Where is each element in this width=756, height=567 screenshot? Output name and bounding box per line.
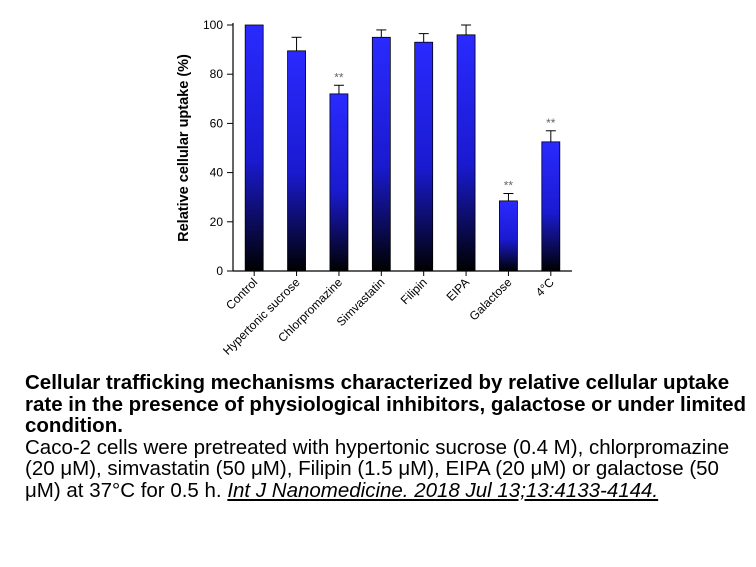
caption-title: Cellular trafficking mechanisms characte… <box>25 371 747 437</box>
x-tick-label: Filipin <box>398 275 430 307</box>
x-tick-label: Control <box>223 275 260 312</box>
y-ticks-group: 0 20 40 60 80 100 <box>203 18 233 278</box>
significance-marker: ** <box>334 70 344 84</box>
y-axis-label: Relative cellular uptake (%) <box>176 54 192 242</box>
bar <box>541 141 561 272</box>
bar <box>371 36 391 272</box>
significance-marker: ** <box>504 179 514 193</box>
y-tick-label: 40 <box>210 166 224 180</box>
y-tick-label: 60 <box>210 116 224 130</box>
x-tick-label: Hypertonic sucrose <box>220 275 303 358</box>
axes <box>232 23 572 272</box>
x-tick-label: Galactose <box>466 275 514 323</box>
y-tick-label: 20 <box>210 215 224 229</box>
bar <box>287 50 306 272</box>
y-tick-label: 100 <box>203 18 223 32</box>
y-tick-label: 80 <box>210 67 224 81</box>
caption-body: Caco-2 cells were pretreated with hypert… <box>25 435 753 502</box>
bars-group: ** ** ** <box>244 24 561 272</box>
x-tick-label: 4°C <box>533 275 557 299</box>
citation-link[interactable]: Int J Nanomedicine. 2018 Jul 13;13:4133-… <box>227 478 659 502</box>
significance-marker: ** <box>546 116 556 130</box>
bar <box>499 200 518 272</box>
bar <box>244 24 264 272</box>
bar <box>414 41 434 272</box>
y-tick-label: 0 <box>216 264 223 278</box>
bar <box>329 93 349 272</box>
figure-caption: Cellular trafficking mechanisms characte… <box>25 372 753 501</box>
x-tick-label: EIPA <box>444 275 473 304</box>
bar <box>456 34 476 272</box>
caption-body-text: Caco-2 cells were pretreated with hypert… <box>25 435 730 502</box>
